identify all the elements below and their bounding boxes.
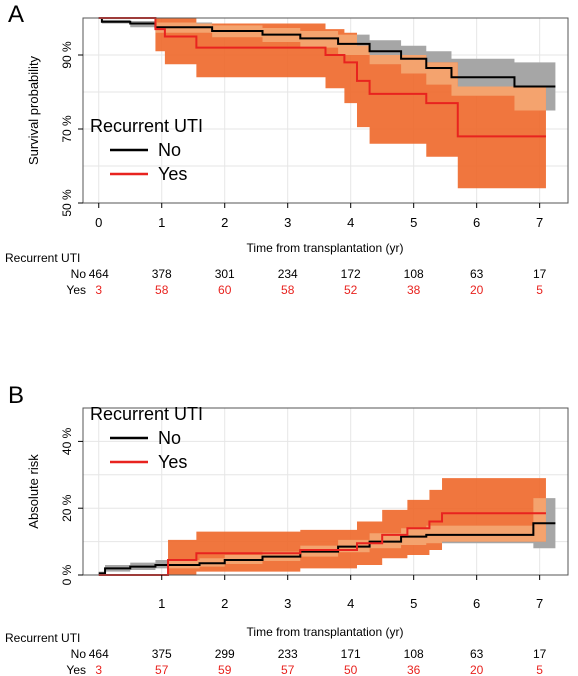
legend-label-no: No: [158, 140, 181, 160]
risk-cell: 464: [89, 647, 109, 661]
x-tick-label: 3: [284, 215, 291, 230]
x-axis-label: Time from transplantation (yr): [247, 625, 404, 639]
legend: Recurrent UTI No Yes: [90, 404, 203, 472]
risk-row-label-yes: Yes: [66, 663, 86, 676]
risk-cell: 5: [536, 283, 543, 297]
legend-label-no: No: [158, 428, 181, 448]
panel-label: B: [8, 382, 24, 409]
risk-cell: 57: [281, 663, 295, 676]
series-line-yes: [98, 512, 546, 576]
risk-cell: 60: [218, 283, 232, 297]
risk-cell: 52: [344, 283, 358, 297]
series-line-no: [98, 17, 556, 88]
plot-frame: [82, 17, 569, 204]
x-tick-label: 5: [410, 596, 417, 611]
legend-title: Recurrent UTI: [90, 116, 203, 136]
x-tick-label: 6: [473, 596, 480, 611]
x-tick-label: 7: [536, 596, 543, 611]
risk-row-label-yes: Yes: [66, 283, 86, 297]
risk-cell: 17: [533, 647, 547, 661]
risk-cell: 172: [341, 267, 361, 281]
risk-table: Recurrent UTI No 464 375 299 233 171 108 63 17 Yes…: [5, 631, 547, 676]
legend: Recurrent UTI No Yes: [90, 116, 203, 184]
x-tick-label: 0: [95, 215, 102, 230]
y-tick-label: 20 %: [60, 494, 74, 522]
legend-title: Recurrent UTI: [90, 404, 203, 424]
risk-cell: 234: [278, 267, 298, 281]
x-tick-label: 6: [473, 215, 480, 230]
risk-cell: 20: [470, 663, 484, 676]
y-tick-label: 90 %: [60, 41, 74, 69]
risk-cell: 36: [407, 663, 421, 676]
x-tick-label: 1: [158, 596, 165, 611]
risk-cell: 299: [215, 647, 235, 661]
risk-cell: 301: [215, 267, 235, 281]
panel-b: B 0 % 20 % 40 % Absolute risk 1 2 3 4 5 6 7 Time fro…: [5, 382, 569, 676]
risk-table-title: Recurrent UTI: [5, 251, 80, 265]
risk-cell: 38: [407, 283, 421, 297]
series-line-no: [98, 522, 556, 575]
risk-row-label-no: No: [71, 267, 87, 281]
ci-band-yes: [98, 478, 546, 575]
risk-cell: 378: [152, 267, 172, 281]
legend-label-yes: Yes: [158, 452, 187, 472]
y-tick-label: 40 %: [60, 427, 74, 455]
legend-label-yes: Yes: [158, 164, 187, 184]
y-tick-label: 70 %: [60, 115, 74, 143]
series-line-yes: [98, 17, 546, 138]
risk-cell: 5: [536, 663, 543, 676]
risk-cell: 58: [281, 283, 295, 297]
y-axis-label: Absolute risk: [26, 454, 41, 529]
ci-band-yes: [98, 18, 546, 189]
risk-cell: 57: [155, 663, 169, 676]
plot-frame: [82, 407, 569, 576]
panel-label: A: [8, 1, 24, 28]
risk-cell: 233: [278, 647, 298, 661]
x-tick-label: 2: [221, 596, 228, 611]
x-tick-label: 2: [221, 215, 228, 230]
x-tick-label: 7: [536, 215, 543, 230]
x-tick-label: 1: [158, 215, 165, 230]
risk-cell: 108: [404, 647, 424, 661]
risk-cell: 375: [152, 647, 172, 661]
risk-cell: 63: [470, 267, 484, 281]
risk-cell: 58: [155, 283, 169, 297]
x-tick-label: 3: [284, 596, 291, 611]
risk-table: Recurrent UTI No 464 378 301 234 172 108 63 17 Yes…: [5, 251, 547, 297]
x-tick-label: 5: [410, 215, 417, 230]
risk-cell: 464: [89, 267, 109, 281]
risk-cell: 3: [95, 663, 102, 676]
risk-cell: 20: [470, 283, 484, 297]
x-tick-label: 4: [347, 215, 354, 230]
risk-row-label-no: No: [71, 647, 87, 661]
x-axis-label: Time from transplantation (yr): [247, 241, 404, 255]
risk-cell: 3: [95, 283, 102, 297]
risk-cell: 59: [218, 663, 232, 676]
risk-cell: 108: [404, 267, 424, 281]
y-tick-label: 50 %: [60, 189, 74, 217]
risk-table-title: Recurrent UTI: [5, 631, 80, 645]
y-axis-label: Survival probability: [26, 55, 41, 165]
y-tick-label: 0 %: [60, 564, 74, 585]
x-tick-label: 4: [347, 596, 354, 611]
risk-cell: 171: [341, 647, 361, 661]
risk-cell: 17: [533, 267, 547, 281]
risk-cell: 63: [470, 647, 484, 661]
risk-cell: 50: [344, 663, 358, 676]
